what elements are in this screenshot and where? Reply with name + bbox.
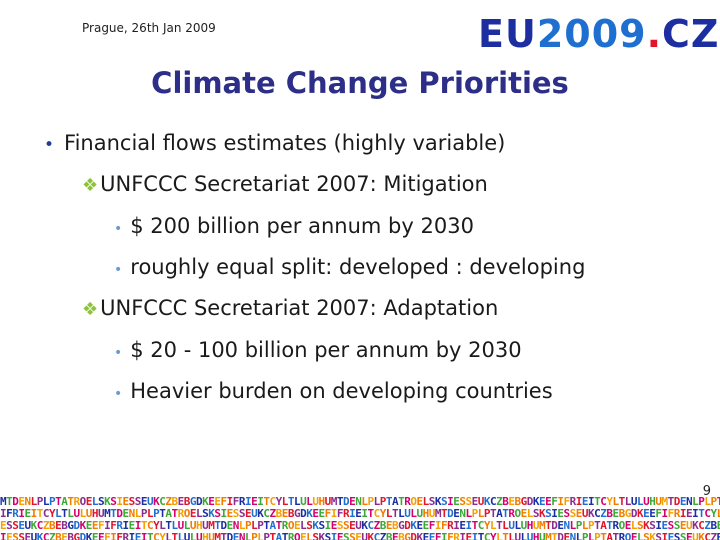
bullet-text: $ 200 billion per annum by 2030 xyxy=(130,213,474,238)
bullet-level3: • $ 200 billion per annum by 2030 xyxy=(114,214,474,238)
country-strip-row: MTDENLPLPTATROELSKSIESSEUKCZBEBGDKEEFIFR… xyxy=(0,496,720,508)
bullet-level2: ❖UNFCCC Secretariat 2007: Mitigation xyxy=(82,172,488,196)
bullet-level3: • roughly equal split: developed : develo… xyxy=(114,255,585,279)
bullet-text: Heavier burden on developing countries xyxy=(130,378,553,403)
bullet-text: UNFCCC Secretariat 2007: Mitigation xyxy=(100,172,488,197)
country-strip-row: IFRIEITCYLTLULUHUMTDENLPLPTATROELSKSIESS… xyxy=(0,507,720,520)
bullet-text: roughly equal split: developed : develop… xyxy=(130,254,586,279)
country-strip-row: ESSEUKCZBEBGDKEEFIFRIEITCYLTLULUHUMTDENL… xyxy=(0,519,720,532)
bullet-marker-icon: • xyxy=(114,220,123,237)
bullet-level2: ❖UNFCCC Secretariat 2007: Adaptation xyxy=(82,296,498,320)
bullet-level1: • Financial flows estimates (highly varia… xyxy=(44,131,505,155)
eu2009-logo: EU2009.CZ xyxy=(478,10,719,58)
bullet-marker-icon: • xyxy=(114,385,123,402)
bullet-marker-icon: ❖ xyxy=(82,175,99,197)
bullet-text: UNFCCC Secretariat 2007: Adaptation xyxy=(100,296,499,321)
bullet-marker-icon: • xyxy=(44,135,55,155)
date-text: Prague, 26th Jan 2009 xyxy=(82,21,216,35)
bullet-marker-icon: • xyxy=(114,261,123,278)
country-codes-strip: MTDENLPLPTATROELSKSIESSEUKCZBEBGDKEEFIFR… xyxy=(0,496,720,540)
country-strip-row: IESSEUKCZBEBGDKEEFIFRIEITCYLTLULUHUMTDEN… xyxy=(0,531,720,540)
logo-year: 2009 xyxy=(536,12,647,56)
bullet-level3: • $ 20 - 100 billion per annum by 2030 xyxy=(114,338,522,362)
bullet-level3: • Heavier burden on developing countries xyxy=(114,379,553,403)
bullet-marker-icon: ❖ xyxy=(82,299,99,321)
logo-cz: CZ xyxy=(662,12,720,56)
logo-eu: EU xyxy=(478,12,537,56)
slide-title: Climate Change Priorities xyxy=(151,66,569,100)
bullet-marker-icon: • xyxy=(114,344,123,361)
bullet-text: Financial flows estimates (highly variab… xyxy=(64,131,506,155)
logo-dot: . xyxy=(646,12,663,56)
bullet-text: $ 20 - 100 billion per annum by 2030 xyxy=(130,337,522,362)
page-number: 9 xyxy=(702,484,711,499)
